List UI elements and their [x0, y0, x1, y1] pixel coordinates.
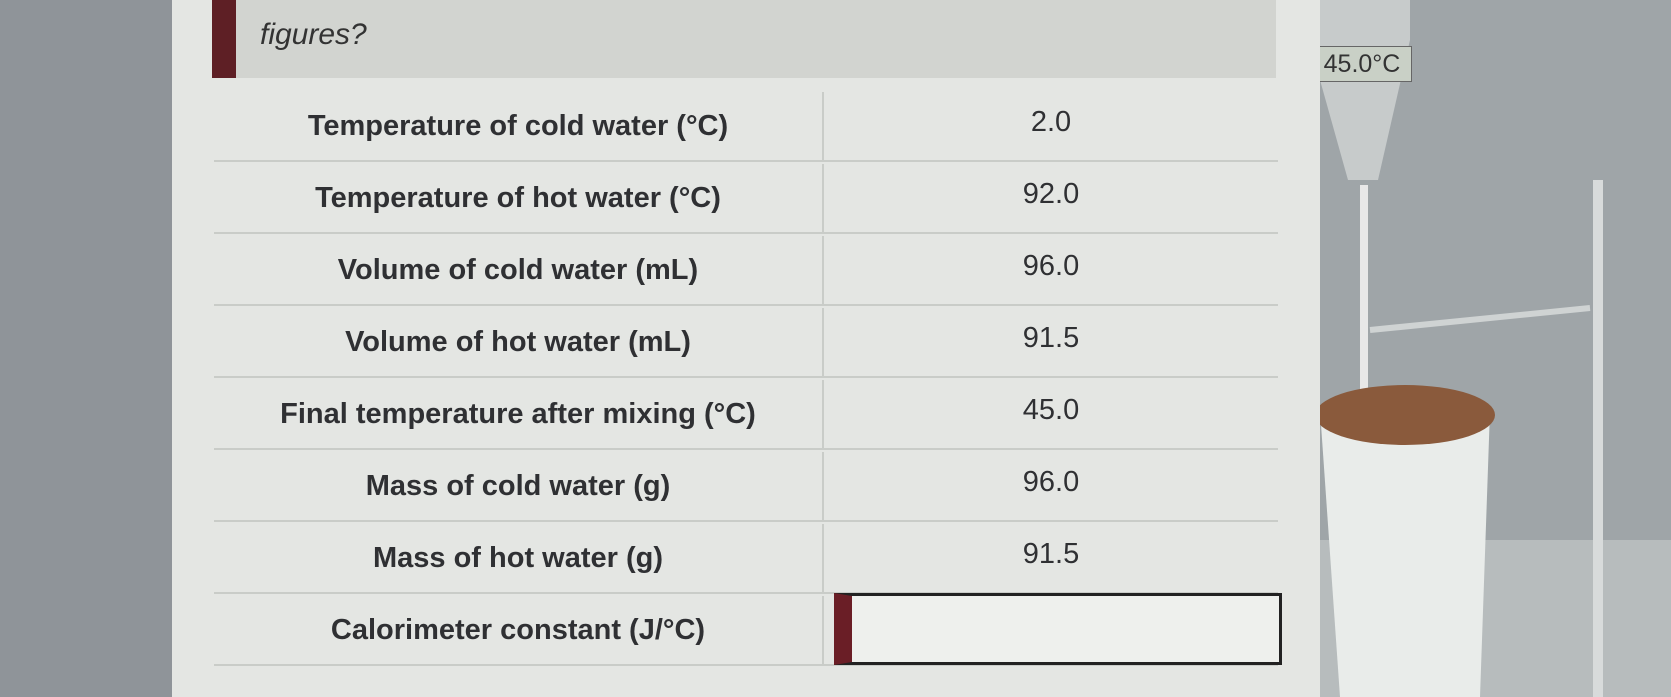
answer-input[interactable] — [834, 593, 1282, 665]
question-accent — [212, 0, 236, 78]
row-value: 96.0 — [1022, 250, 1080, 282]
row-label: Temperature of hot water (°C) — [214, 164, 824, 232]
row-value: 92.0 — [1022, 178, 1080, 210]
row-label: Volume of hot water (mL) — [214, 308, 824, 376]
table-row: Mass of hot water (g) 91.5 — [214, 524, 1278, 594]
apparatus — [1300, 0, 1671, 697]
table-row: Calorimeter constant (J/°C) — [214, 596, 1278, 666]
row-value: 91.5 — [1022, 322, 1080, 354]
row-label: Mass of hot water (g) — [214, 524, 824, 592]
table-row: Final temperature after mixing (°C) 45.0 — [214, 380, 1278, 450]
row-label: Final temperature after mixing (°C) — [214, 380, 824, 448]
table-row: Temperature of hot water (°C) 92.0 — [214, 164, 1278, 234]
table-row: Volume of cold water (mL) 96.0 — [214, 236, 1278, 306]
question-text: figures? — [260, 18, 367, 51]
table-row: Mass of cold water (g) 96.0 — [214, 452, 1278, 522]
row-label: Mass of cold water (g) — [214, 452, 824, 520]
row-value: 96.0 — [1022, 466, 1080, 498]
row-value: 45.0 — [1022, 394, 1080, 426]
table-row: Temperature of cold water (°C) 2.0 — [214, 92, 1278, 162]
row-label: Temperature of cold water (°C) — [214, 92, 824, 160]
table-row: Volume of hot water (mL) 91.5 — [214, 308, 1278, 378]
thermometer-reading: 45.0°C — [1312, 46, 1412, 82]
question-panel — [172, 0, 1320, 697]
question-bar — [212, 0, 1276, 78]
row-label: Volume of cold water (mL) — [214, 236, 824, 304]
row-value: 91.5 — [1022, 538, 1080, 570]
row-value: 2.0 — [1030, 106, 1072, 138]
row-label: Calorimeter constant (J/°C) — [214, 596, 824, 664]
